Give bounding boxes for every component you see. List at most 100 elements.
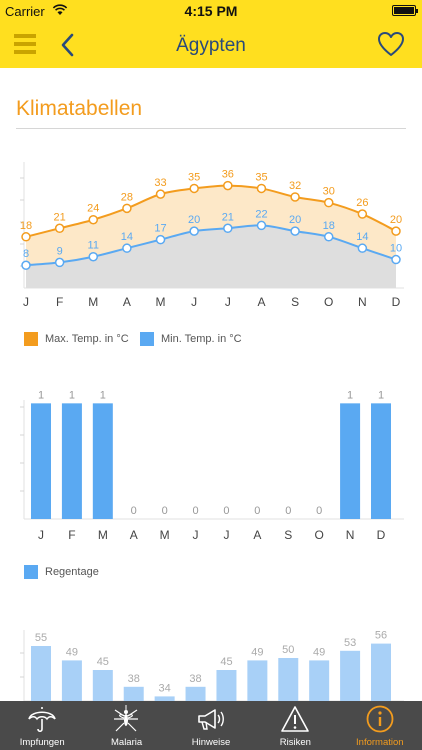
min-temp-value-label: 9	[57, 245, 63, 257]
temp-x-tick-label: M	[88, 295, 98, 309]
humidity-value-label: 38	[189, 673, 201, 685]
min-temp-point	[357, 243, 368, 253]
max-temp-point	[189, 183, 199, 194]
rain-x-tick-label: M	[98, 528, 108, 542]
temp-x-tick-label: A	[123, 295, 131, 309]
page-title: Ägypten	[176, 35, 246, 56]
rain-x-tick-label: J	[193, 528, 199, 542]
min-temp-area	[26, 225, 396, 288]
section-divider	[16, 128, 406, 129]
megaphone-icon	[197, 709, 224, 730]
rain-value-label: 0	[131, 505, 137, 517]
tab-information[interactable]: Information	[338, 701, 422, 750]
humidity-bar	[216, 670, 237, 701]
max-temp-value-label: 18	[20, 220, 32, 232]
rain-value-label: 1	[347, 389, 353, 401]
legend-swatch-rain-days	[24, 565, 38, 579]
rain-x-tick-label: A	[130, 528, 138, 542]
tab-impfungen[interactable]: Impfungen	[0, 701, 84, 750]
heart-icon[interactable]	[377, 31, 405, 57]
min-temp-value-label: 22	[255, 208, 267, 220]
legend-label-rain-days: Regentage	[45, 566, 99, 578]
humidity-bar	[185, 686, 206, 701]
max-temp-point	[391, 226, 401, 236]
section-title: Klimatabellen	[16, 97, 143, 120]
min-temp-point	[189, 226, 199, 236]
legend-item-min-temp: Min. Temp. in °C	[140, 332, 242, 346]
tab-hinweise[interactable]: Hinweise	[169, 701, 253, 750]
temp-x-tick-label: J	[23, 295, 29, 309]
min-temp-value-label: 21	[222, 211, 234, 223]
humidity-value-label: 56	[375, 630, 387, 642]
max-temp-value-label: 36	[222, 169, 234, 181]
temp-x-tick-label: M	[156, 295, 166, 309]
max-temp-point	[54, 223, 65, 234]
humidity-bar	[371, 643, 391, 701]
max-temp-point	[88, 214, 99, 225]
min-temp-value-label: 11	[88, 240, 99, 252]
min-temp-point	[391, 254, 401, 265]
rain-x-tick-label: A	[253, 528, 261, 542]
min-temp-value-label: 8	[23, 248, 29, 260]
tab-label: Hinweise	[191, 737, 231, 748]
min-temp-value-label: 18	[323, 220, 335, 232]
temp-x-tick-label: A	[257, 295, 265, 309]
humidity-value-label: 38	[128, 673, 140, 685]
max-temp-value-label: 24	[87, 203, 99, 215]
back-chevron-icon[interactable]	[58, 32, 78, 58]
humidity-value-label: 49	[313, 646, 325, 658]
rain-value-label: 1	[378, 389, 384, 401]
legend-swatch-min-temp	[140, 332, 154, 346]
rain-value-label: 1	[38, 389, 44, 401]
rain-x-tick-label: S	[284, 528, 292, 542]
max-temp-value-label: 21	[54, 211, 66, 223]
rain-x-tick-label: N	[346, 528, 355, 542]
tab-risiken[interactable]: Risiken	[253, 701, 337, 750]
humidity-bar	[61, 660, 82, 701]
nav-bar: Ägypten	[0, 22, 422, 68]
rain-bar	[340, 403, 361, 519]
legend-label-max-temp: Max. Temp. in °C	[45, 333, 129, 345]
rain-value-label: 1	[69, 389, 75, 401]
status-time: 4:15 PM	[184, 3, 238, 19]
min-temp-point	[88, 251, 99, 262]
menu-icon[interactable]	[14, 32, 38, 56]
rain-bar	[371, 403, 391, 519]
status-bar: Carrier 4:15 PM	[0, 0, 422, 22]
max-temp-point	[323, 197, 334, 208]
max-temp-value-label: 35	[188, 171, 200, 183]
max-temp-value-label: 20	[390, 214, 402, 226]
legend-label-min-temp: Min. Temp. in °C	[161, 333, 242, 345]
legend-item-rain-days: Regentage	[24, 565, 99, 579]
humidity-bar	[309, 660, 330, 701]
wifi-icon	[52, 4, 68, 15]
rain-value-label: 0	[285, 505, 291, 517]
tab-malaria[interactable]: Malaria	[84, 701, 168, 750]
min-temp-value-label: 20	[289, 214, 301, 226]
max-temp-point	[122, 203, 132, 214]
mosquito-icon	[114, 705, 139, 732]
rain-x-tick-label: J	[38, 528, 44, 542]
humidity-value-label: 53	[344, 637, 356, 649]
humidity-bar	[31, 646, 51, 701]
temp-x-tick-label: O	[324, 295, 333, 309]
rain-value-label: 0	[254, 505, 260, 517]
temp-x-tick-label: N	[358, 295, 367, 309]
tab-label: Impfungen	[19, 737, 65, 748]
warning-icon	[281, 706, 309, 732]
max-temp-point	[223, 180, 233, 191]
umbrella-icon	[28, 707, 56, 733]
max-temp-point	[357, 209, 368, 219]
temp-x-tick-label: S	[291, 295, 299, 309]
max-temp-value-label: 28	[121, 191, 133, 203]
humidity-bar	[123, 686, 144, 701]
temp-x-tick-label: D	[392, 295, 401, 309]
legend-swatch-max-temp	[24, 332, 38, 346]
max-temp-value-label: 30	[323, 186, 335, 198]
humidity-bar	[247, 660, 268, 701]
max-temp-point	[21, 232, 31, 242]
max-temp-value-label: 32	[289, 180, 301, 192]
humidity-bar	[154, 696, 175, 701]
tab-bar: Impfungen Malaria Hinweise Risiken	[0, 701, 422, 750]
temp-x-tick-label: J	[191, 295, 197, 309]
